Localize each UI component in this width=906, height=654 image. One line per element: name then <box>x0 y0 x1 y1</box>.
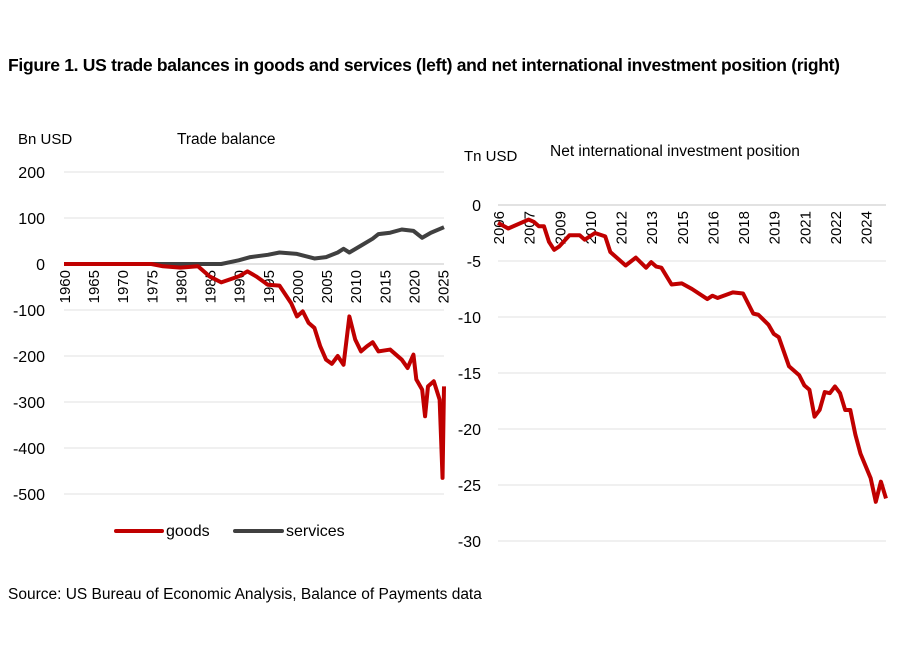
left-x-tick-label: 1980 <box>173 270 190 303</box>
right-x-tick-label: 2013 <box>644 211 661 244</box>
left-y-tick-label: -300 <box>13 395 45 412</box>
left-y-unit: Bn USD <box>18 131 73 148</box>
left-y-tick-label: -500 <box>13 487 45 504</box>
series-line-niip <box>497 217 888 504</box>
legend-label-goods: goods <box>166 523 210 540</box>
right-x-tick-label: 2018 <box>736 211 753 244</box>
left-x-tick-label: 1975 <box>144 270 161 303</box>
left-chart-title: Trade balance <box>177 131 276 148</box>
series-line-services <box>64 225 445 266</box>
right-x-tick-label: 2016 <box>705 211 722 244</box>
right-x-tick-label: 2012 <box>614 211 631 244</box>
left-x-tick-label: 2000 <box>290 270 307 303</box>
right-x-tick-label: 2024 <box>859 211 876 244</box>
right-y-tick-label: 0 <box>472 198 481 215</box>
left-y-tick-label: -200 <box>13 349 45 366</box>
right-y-tick-label: -30 <box>458 534 481 551</box>
right-x-tick-label: 2021 <box>797 211 814 244</box>
left-y-tick-label: 200 <box>18 165 45 182</box>
left-y-tick-label: 0 <box>36 257 45 274</box>
left-x-tick-label: 2020 <box>406 270 423 303</box>
right-y-tick-label: -25 <box>458 478 481 495</box>
left-x-tick-label: 2010 <box>348 270 365 303</box>
right-y-tick-label: -15 <box>458 366 481 383</box>
left-y-tick-label: 100 <box>18 211 45 228</box>
figure-title: Figure 1. US trade balances in goods and… <box>8 55 840 75</box>
right-x-tick-label: 2007 <box>522 211 539 244</box>
left-x-tick-label: 1960 <box>57 270 74 303</box>
right-y-unit: Tn USD <box>464 148 518 165</box>
right-x-tick-label: 2009 <box>552 211 569 244</box>
legend-label-services: services <box>286 523 345 540</box>
left-x-tick-label: 1965 <box>86 270 103 303</box>
source-note: Source: US Bureau of Economic Analysis, … <box>8 586 482 603</box>
right-y-tick-label: -10 <box>458 310 481 327</box>
left-x-tick-label: 2005 <box>319 270 336 303</box>
left-x-tick-label: 2015 <box>377 270 394 303</box>
left-x-tick-label: 2025 <box>436 270 453 303</box>
right-x-tick-label: 2022 <box>828 211 845 244</box>
left-y-tick-label: -100 <box>13 303 45 320</box>
left-y-tick-label: -400 <box>13 441 45 458</box>
right-x-tick-label: 2019 <box>767 211 784 244</box>
series-line-goods <box>64 262 446 480</box>
right-x-tick-label: 2006 <box>491 211 508 244</box>
left-x-tick-label: 1970 <box>115 270 132 303</box>
right-x-tick-label: 2015 <box>675 211 692 244</box>
right-y-tick-label: -5 <box>467 254 481 271</box>
right-chart-title: Net international investment position <box>550 143 800 160</box>
right-y-tick-label: -20 <box>458 422 481 439</box>
